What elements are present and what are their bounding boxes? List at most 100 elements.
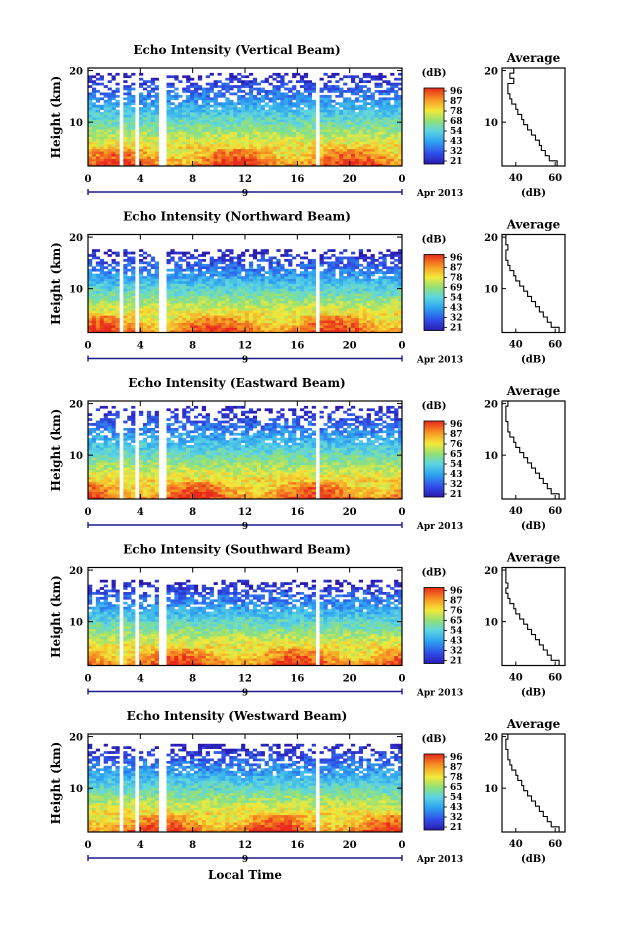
heatmap-cell <box>111 285 116 289</box>
heatmap-cell <box>292 148 297 152</box>
heatmap-cell <box>111 109 116 113</box>
heatmap-cell <box>225 300 230 304</box>
heatmap-cell <box>268 281 273 284</box>
heatmap-cell <box>123 107 128 110</box>
heatmap-cell <box>154 148 159 152</box>
heatmap-cell <box>233 104 238 108</box>
heatmap-cell <box>166 136 171 140</box>
heatmap-cell <box>386 298 391 301</box>
colorbar-tick-label: 21 <box>450 157 463 167</box>
heatmap-cell <box>205 303 210 306</box>
heatmap-cell <box>252 102 258 106</box>
heatmap-cell <box>331 281 336 284</box>
heatmap-cell <box>374 312 379 316</box>
heatmap-cell <box>370 271 375 274</box>
heatmap-cell <box>197 276 203 279</box>
heatmap-cell <box>347 317 352 321</box>
heatmap-cell <box>358 161 364 164</box>
heatmap-cell <box>335 153 340 157</box>
heatmap-cell <box>354 494 360 497</box>
heatmap-cell <box>178 136 183 140</box>
heatmap-cell <box>139 136 144 140</box>
heatmap-cell <box>139 107 144 110</box>
heatmap-cell <box>182 161 187 164</box>
heatmap-cell <box>303 121 309 125</box>
heatmap-cell <box>307 320 313 323</box>
heatmap-cell <box>394 119 399 123</box>
heatmap-cell <box>127 259 132 262</box>
heatmap-cell <box>370 266 375 270</box>
heatmap-cell <box>370 139 375 142</box>
heatmap-cell <box>358 496 364 500</box>
colorbar-tick-label: 78 <box>450 107 463 117</box>
heatmap-cell <box>323 153 328 157</box>
heatmap-cell <box>217 156 222 159</box>
heatmap-cell <box>111 161 116 164</box>
heatmap-cell <box>358 136 364 140</box>
heatmap-cell <box>217 124 222 128</box>
heatmap-cell <box>193 151 199 155</box>
heatmap-cell <box>95 263 101 267</box>
heatmap-cell <box>186 153 191 157</box>
heatmap-cell <box>146 276 152 279</box>
heatmap-cell <box>280 77 285 81</box>
heatmap-cell <box>103 312 108 316</box>
heatmap-cell <box>166 124 171 128</box>
heatmap-cell <box>252 141 258 145</box>
heatmap-cell <box>91 139 97 142</box>
heatmap-cell <box>335 330 340 333</box>
heatmap-cell <box>241 290 246 294</box>
heatmap-cell <box>103 107 108 110</box>
heatmap-cell <box>311 276 316 279</box>
heatmap-cell <box>288 90 293 93</box>
heatmap-cell <box>205 491 210 495</box>
heatmap-cell <box>362 158 367 162</box>
heatmap-cell <box>311 131 316 135</box>
heatmap-cell <box>150 139 156 142</box>
heatmap-cell <box>319 281 324 284</box>
colorbar-tick-label: 78 <box>450 274 463 284</box>
heatmap-cell <box>123 303 128 306</box>
heatmap-cell <box>229 251 234 255</box>
heatmap-cell <box>233 124 238 128</box>
heatmap-cell <box>237 87 242 91</box>
heatmap-cell <box>288 119 293 123</box>
heatmap-cell <box>201 114 207 118</box>
heatmap-cell <box>229 300 234 304</box>
colorbar-tick-label: 54 <box>450 127 463 137</box>
heatmap-cell <box>311 117 316 120</box>
heatmap-cell <box>398 107 403 110</box>
heatmap-cell <box>190 305 195 309</box>
colorbar-tick-label: 43 <box>450 137 463 147</box>
heatmap-cell <box>174 139 179 142</box>
heatmap-cell <box>296 114 301 118</box>
heatmap-cell <box>131 143 136 147</box>
heatmap-cell <box>229 146 234 150</box>
heatmap-cell <box>339 148 344 152</box>
heatmap-cell <box>299 75 305 79</box>
heatmap-cell <box>303 94 309 98</box>
heatmap-cell <box>362 143 367 147</box>
heatmap-cell <box>178 295 183 299</box>
heatmap-cell <box>382 283 387 287</box>
heatmap-cell <box>111 92 116 96</box>
heatmap-cell <box>264 131 269 135</box>
heatmap-cell <box>374 268 379 272</box>
heatmap-cell <box>256 151 261 155</box>
heatmap-cell <box>327 330 332 333</box>
heatmap-cell <box>95 153 101 157</box>
heatmap-cell <box>111 117 116 120</box>
heatmap-cell <box>182 131 187 135</box>
heatmap-cell <box>103 288 108 292</box>
heatmap-cell <box>95 163 101 167</box>
heatmap-cell <box>233 303 238 306</box>
heatmap-cell <box>272 151 277 155</box>
heatmap-cell <box>111 126 116 130</box>
heatmap-cell <box>303 102 309 106</box>
heatmap-cell <box>268 161 273 164</box>
heatmap-cell <box>201 87 207 91</box>
heatmap-cell <box>209 141 214 145</box>
heatmap-cell <box>229 131 234 135</box>
heatmap-cell <box>221 295 226 299</box>
heatmap-cell <box>374 109 379 113</box>
